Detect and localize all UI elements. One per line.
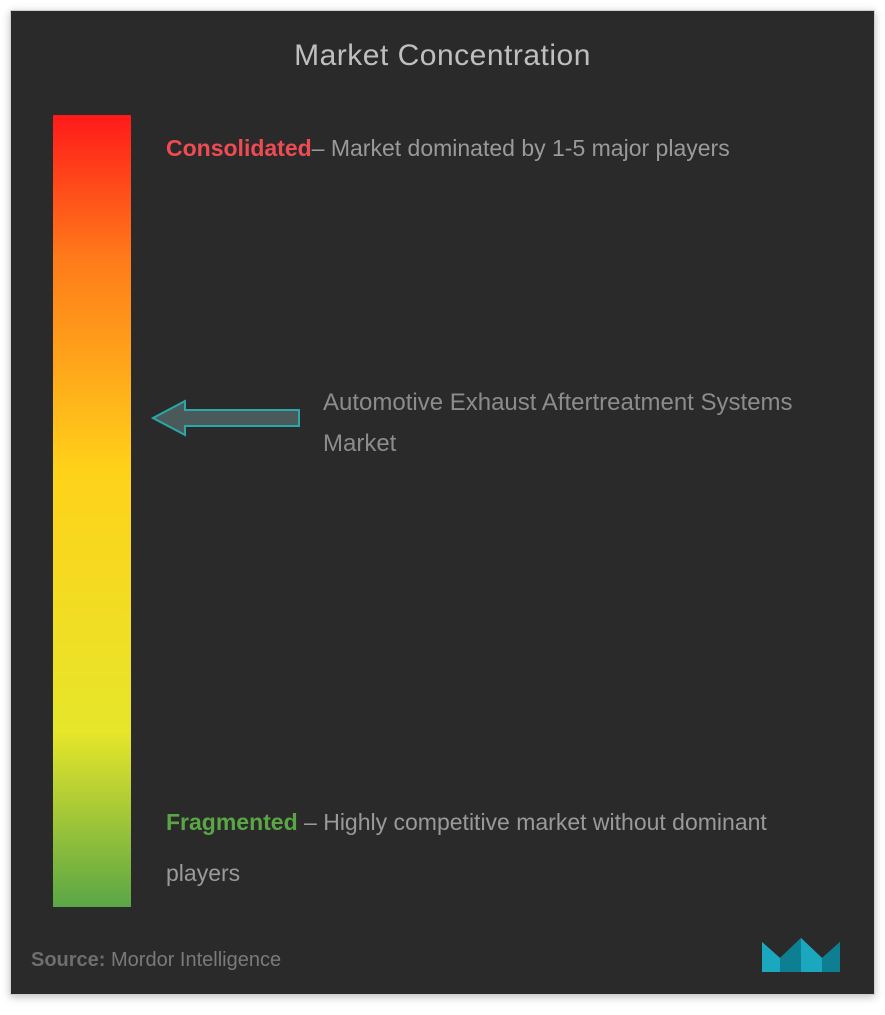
concentration-gradient-bar bbox=[53, 115, 131, 907]
source-attribution: Source: Mordor Intelligence bbox=[31, 949, 281, 972]
source-name: Mordor Intelligence bbox=[105, 949, 281, 971]
fragmented-term: Fragmented bbox=[166, 809, 298, 835]
market-name-label: Automotive Exhaust Aftertreatment System… bbox=[323, 383, 793, 465]
chart-title: Market Concentration bbox=[11, 39, 874, 73]
consolidated-term: Consolidated bbox=[166, 135, 312, 161]
consolidated-label-block: Consolidated– Market dominated by 1-5 ma… bbox=[166, 123, 806, 174]
mordor-logo-icon bbox=[758, 928, 844, 976]
fragmented-label-block: Fragmented – Highly competitive market w… bbox=[166, 797, 846, 898]
market-position-arrow bbox=[151, 397, 301, 439]
consolidated-desc: – Market dominated by 1-5 major players bbox=[312, 135, 730, 161]
source-prefix: Source: bbox=[31, 949, 105, 971]
market-concentration-card: Market Concentration Consolidated– Marke… bbox=[10, 10, 875, 995]
